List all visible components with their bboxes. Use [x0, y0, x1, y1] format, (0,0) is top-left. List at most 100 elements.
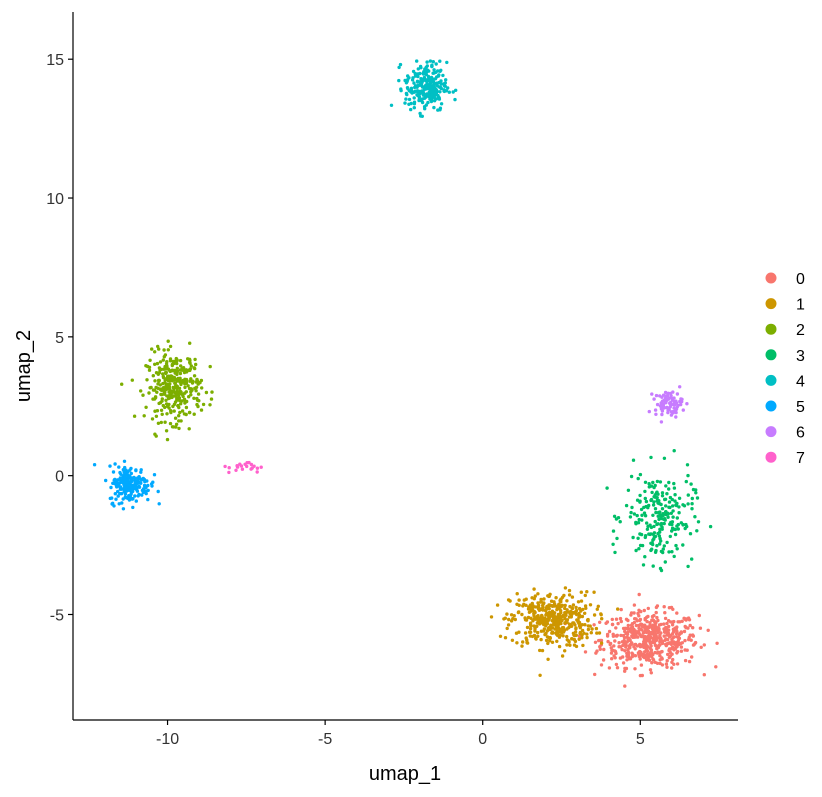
data-point: [131, 489, 135, 494]
data-point: [681, 503, 685, 507]
data-point: [569, 614, 573, 618]
data-point: [537, 608, 542, 612]
legend: 0 1 2 3 4 5 6 7: [765, 271, 805, 467]
data-point: [631, 535, 635, 540]
data-point: [675, 649, 680, 654]
data-point: [637, 653, 641, 657]
data-point: [413, 71, 417, 76]
data-point: [170, 369, 174, 373]
data-point: [503, 616, 507, 620]
cluster-7-points: [223, 460, 263, 475]
data-point: [104, 478, 108, 483]
data-point: [168, 369, 172, 373]
data-point: [196, 382, 200, 386]
data-point: [536, 592, 540, 596]
data-point: [195, 377, 199, 382]
data-point: [656, 630, 660, 635]
data-point: [634, 548, 638, 553]
data-point: [655, 615, 659, 620]
data-point: [581, 643, 585, 648]
data-point: [590, 627, 594, 631]
data-point: [659, 539, 663, 543]
data-point: [672, 635, 676, 639]
data-point: [654, 644, 658, 648]
data-point: [619, 619, 623, 624]
data-point: [653, 507, 658, 511]
data-point: [125, 477, 130, 482]
data-point: [606, 639, 610, 644]
data-point: [671, 504, 675, 508]
data-point: [650, 392, 654, 396]
data-point: [643, 489, 647, 494]
data-point: [657, 643, 662, 647]
data-point: [489, 615, 494, 619]
data-point: [651, 513, 655, 517]
data-point: [628, 515, 633, 519]
data-point: [642, 511, 647, 515]
legend-item-0: 0: [765, 271, 805, 288]
data-point: [672, 554, 676, 559]
legend-key: [765, 374, 777, 386]
data-point: [175, 372, 179, 377]
data-point: [109, 485, 113, 490]
data-point: [706, 628, 710, 632]
data-point: [648, 668, 653, 672]
data-point: [430, 85, 434, 90]
data-point: [652, 500, 656, 504]
data-point: [249, 462, 254, 467]
data-point: [568, 604, 572, 609]
data-point: [141, 393, 145, 397]
data-point: [665, 540, 669, 545]
data-point: [643, 514, 648, 518]
data-point: [648, 621, 652, 625]
data-point: [572, 633, 576, 637]
data-point: [715, 641, 719, 645]
data-point: [179, 419, 183, 423]
data-point: [624, 503, 629, 508]
data-point: [168, 382, 172, 386]
data-point: [184, 412, 188, 417]
data-point: [643, 555, 647, 559]
data-point: [674, 503, 678, 507]
legend-key: [765, 298, 777, 310]
legend-label: 0: [796, 271, 805, 288]
data-point: [156, 421, 161, 425]
data-point: [650, 490, 654, 495]
data-point: [555, 639, 559, 643]
data-point: [621, 655, 625, 659]
data-point: [624, 666, 629, 671]
data-point: [195, 396, 199, 401]
data-point: [635, 513, 639, 518]
data-point: [165, 364, 169, 368]
data-point: [687, 659, 692, 664]
data-point: [144, 491, 148, 496]
data-point: [563, 616, 567, 621]
data-point: [557, 630, 561, 634]
data-point: [577, 615, 581, 619]
data-point: [605, 486, 609, 490]
data-point: [659, 514, 663, 518]
data-point: [667, 487, 671, 491]
data-point: [422, 75, 427, 80]
data-point: [636, 476, 640, 481]
data-point: [640, 624, 644, 628]
data-point: [179, 402, 183, 406]
data-point: [644, 654, 648, 659]
data-point: [547, 607, 551, 611]
data-point: [681, 543, 685, 547]
data-point: [683, 624, 687, 629]
data-point: [134, 499, 138, 503]
data-point: [610, 622, 615, 627]
data-point: [555, 607, 559, 612]
data-point: [147, 365, 152, 369]
data-point: [669, 511, 673, 515]
data-point: [690, 507, 694, 511]
data-point: [645, 649, 650, 653]
data-point: [545, 635, 550, 639]
data-point: [609, 646, 613, 650]
data-point: [577, 637, 581, 641]
data-point: [644, 642, 648, 646]
data-point: [171, 385, 175, 390]
data-point: [537, 619, 542, 624]
data-point: [667, 550, 671, 554]
